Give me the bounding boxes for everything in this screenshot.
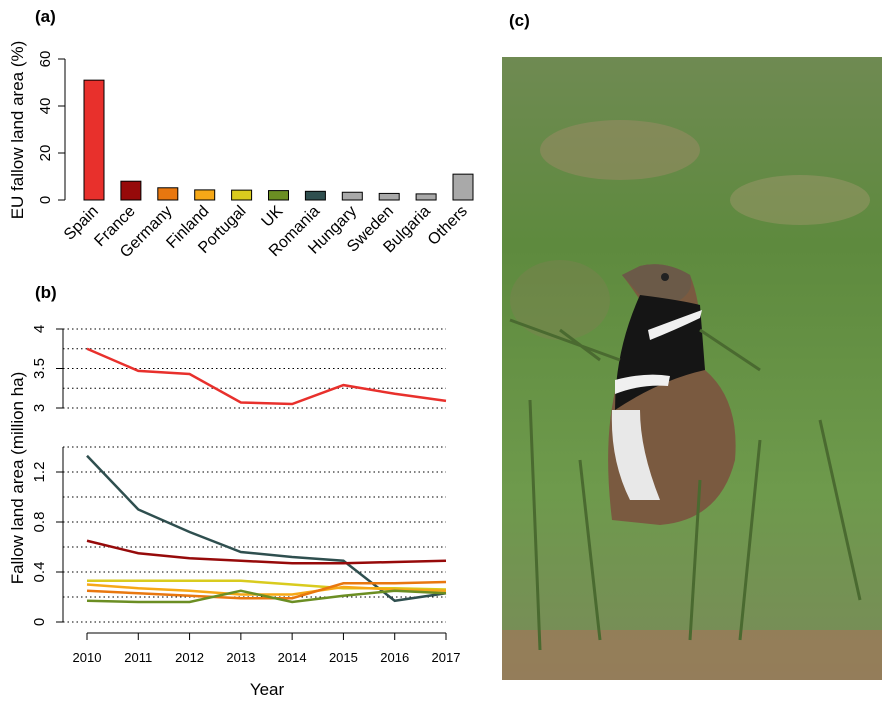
x-axis-label: Year: [250, 680, 285, 698]
line-series: [87, 541, 446, 564]
bar: [416, 194, 436, 200]
bar: [269, 191, 289, 200]
y-tick-label: 3.5: [31, 358, 48, 379]
x-tick-label: 2010: [73, 650, 102, 665]
bar: [158, 188, 178, 200]
line-series: [87, 349, 446, 404]
bar: [305, 191, 325, 200]
y-tick-label: 0: [31, 618, 48, 626]
y-axis-label: EU fallow land area (%): [8, 41, 27, 220]
y-tick-label: 0.8: [31, 512, 48, 533]
photo: [502, 57, 882, 680]
y-tick-label: 60: [37, 51, 54, 68]
x-tick-label: 2015: [329, 650, 358, 665]
bar: [379, 193, 399, 200]
y-axis-label: Fallow land area (million ha): [8, 372, 27, 585]
x-tick-label: 2011: [124, 650, 152, 665]
x-tick-label: 2017: [432, 650, 461, 665]
x-tick-label: 2013: [226, 650, 255, 665]
figure: (a) (b) (c) 0204060EU fallow land area (…: [0, 0, 883, 698]
bar: [84, 80, 104, 200]
x-tick-label: UK: [259, 203, 287, 231]
panel-label: (b): [35, 283, 57, 302]
photo-soil: [540, 120, 700, 180]
x-tick-label: Others: [425, 203, 471, 249]
panel-label: (a): [35, 7, 56, 26]
bar: [121, 181, 141, 200]
y-tick-label: 0.4: [31, 562, 48, 583]
y-tick-label: 3: [31, 404, 48, 412]
x-tick-label: 2016: [380, 650, 409, 665]
bar: [232, 190, 252, 200]
photo-bird-eye: [661, 273, 669, 281]
photo-ground: [502, 630, 882, 680]
y-tick-label: 0: [37, 196, 54, 204]
panel-label: (c): [509, 11, 530, 30]
y-tick-label: 4: [31, 325, 48, 333]
y-tick-label: 1.2: [31, 462, 48, 483]
bar: [195, 190, 215, 200]
bar: [453, 174, 473, 200]
y-tick-label: 20: [37, 145, 54, 162]
photo-soil: [510, 260, 610, 340]
bar: [342, 192, 362, 200]
line-series: [87, 456, 446, 601]
y-tick-label: 40: [37, 98, 54, 115]
x-tick-label: 2012: [175, 650, 204, 665]
x-tick-label: 2014: [278, 650, 307, 665]
photo-soil: [730, 175, 870, 225]
